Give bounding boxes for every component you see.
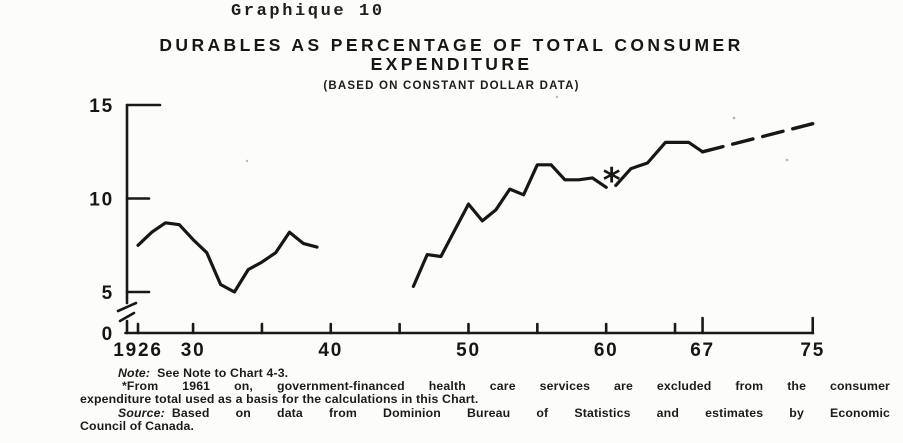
note-text: See Note to Chart 4-3. <box>157 367 289 380</box>
chart-subtitle: (BASED ON CONSTANT DOLLAR DATA) <box>323 80 580 92</box>
series-line-2 <box>411 163 608 288</box>
source-text: Based on data from Dominion Bureau of St… <box>171 406 890 420</box>
footnote-line-2: expenditure total used as a basis for th… <box>80 393 479 407</box>
series-line-4 <box>700 121 815 154</box>
y-tick-label-15: 15 <box>89 96 114 117</box>
chart-annotations: * <box>603 161 621 201</box>
y-axis-break-mark <box>116 301 138 323</box>
y-tick-label-5: 5 <box>102 283 114 304</box>
source-label: Source: <box>118 406 165 420</box>
y-tick-label-0: 0 <box>102 324 114 345</box>
footnote-line-1: *From 1961 on, government-financed healt… <box>122 380 890 394</box>
scan-speckles <box>245 95 789 163</box>
scan-speckle <box>555 95 559 99</box>
x-tick-label-1960: 60 <box>594 340 619 361</box>
chart-axes <box>116 103 815 335</box>
source-line-1: Source: Based on data from Dominion Burea… <box>80 407 890 420</box>
scan-speckle <box>785 158 789 162</box>
x-axis-ticks <box>136 316 815 335</box>
note-line: Note: See Note to Chart 4-3. <box>80 367 890 380</box>
data-series-lines <box>136 121 815 294</box>
chart-title-block: DURABLES AS PERCENTAGE OF TOTAL CONSUMER… <box>0 35 903 93</box>
y-axis-labels: 15 10 5 0 <box>89 96 114 345</box>
series-line-1 <box>136 221 319 294</box>
scan-speckle <box>732 116 736 120</box>
x-tick-label-1967: 67 <box>690 340 715 361</box>
x-tick-label-1950: 50 <box>456 340 481 361</box>
y-axis-ticks <box>125 103 162 294</box>
source-line-2: Council of Canada. <box>80 419 195 433</box>
chart-title-line2: EXPENDITURE <box>370 54 533 74</box>
chart-title-line1: DURABLES AS PERCENTAGE OF TOTAL CONSUMER <box>159 35 744 55</box>
figure-number-label: Graphique 10 <box>231 2 385 21</box>
asterisk-annotation: * <box>603 161 621 201</box>
x-tick-label-1926: 1926 <box>113 340 162 361</box>
scan-speckle <box>245 159 249 163</box>
series-line-3 <box>614 140 705 187</box>
x-tick-label-1930: 30 <box>181 340 206 361</box>
chart-footnotes: Note: See Note to Chart 4-3. *From 1961 o… <box>80 367 890 433</box>
y-tick-label-10: 10 <box>89 190 114 211</box>
note-label: Note: <box>118 367 151 380</box>
x-tick-label-1940: 40 <box>318 340 343 361</box>
x-tick-label-1975: 75 <box>800 340 825 361</box>
x-axis-labels: 1926 30 40 50 60 67 75 <box>113 340 825 361</box>
